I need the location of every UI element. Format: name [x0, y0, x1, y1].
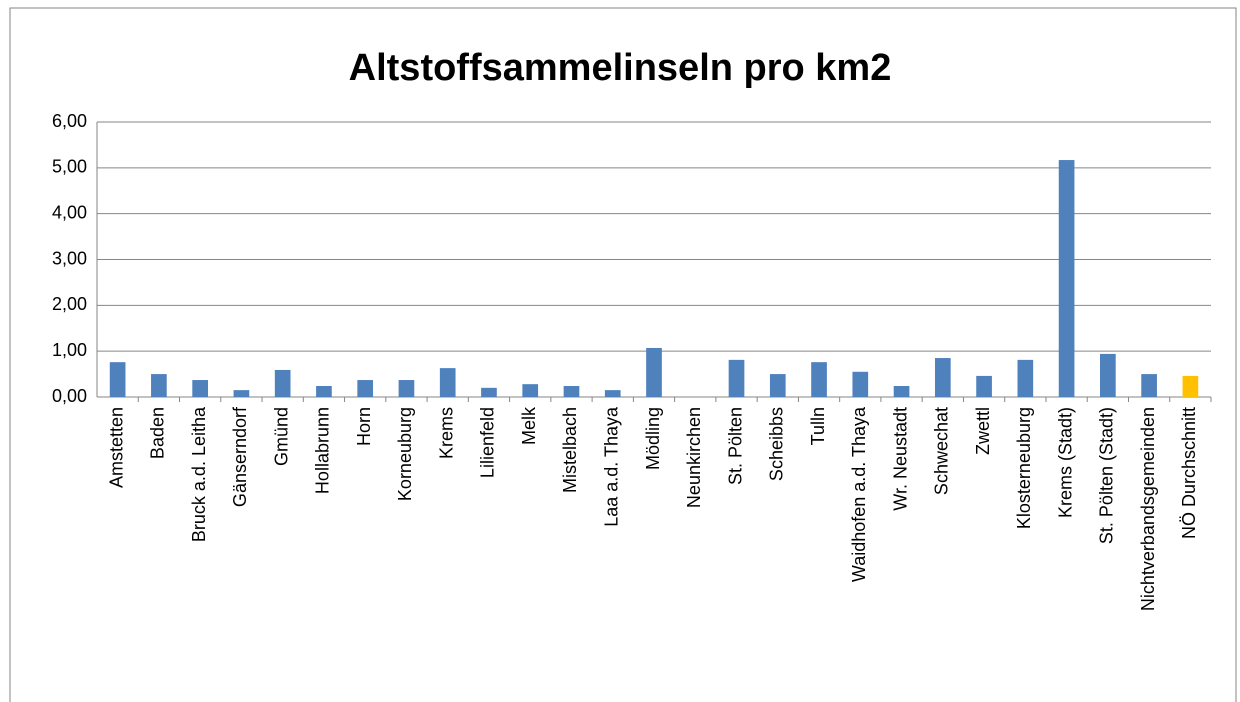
bar: [646, 347, 662, 397]
x-tick-label: Amstetten: [106, 407, 126, 488]
y-tick-label: 0,00: [52, 386, 87, 406]
y-tick-label: 5,00: [52, 157, 87, 177]
chart-frame: [9, 7, 1237, 702]
x-tick-label: Krems: [436, 407, 456, 459]
bar: [852, 371, 869, 397]
x-tick-label: St. Pölten: [725, 407, 745, 485]
x-tick-label: Zwettl: [973, 407, 993, 455]
bar: [439, 368, 456, 397]
bar: [769, 374, 786, 397]
x-tick-label: Lilienfeld: [478, 407, 498, 478]
bar: [192, 380, 208, 397]
bar: [151, 374, 167, 397]
bar: [233, 390, 250, 397]
bar: [893, 386, 910, 397]
x-tick-label: Horn: [354, 407, 374, 446]
bar: [1058, 160, 1075, 397]
bar: [604, 390, 621, 397]
x-tick-label: Korneuburg: [395, 407, 415, 501]
bar: [1182, 375, 1199, 397]
bar: [316, 386, 332, 397]
x-tick-label: Gmünd: [271, 407, 291, 466]
x-tick-label: Scheibbs: [767, 407, 787, 481]
x-tick-label: Mistelbach: [560, 407, 580, 493]
bar: [728, 359, 745, 397]
x-tick-label: Bruck a.d. Leitha: [189, 406, 209, 542]
y-tick-label: 6,00: [52, 111, 87, 131]
x-tick-label: Schwechat: [932, 407, 952, 495]
x-tick-label: Melk: [519, 406, 539, 445]
x-tick-label: Waidhofen a.d. Thaya: [849, 406, 869, 582]
bar: [1017, 359, 1034, 397]
bar: [563, 386, 580, 397]
x-tick-label: Laa a.d. Thaya: [601, 406, 621, 527]
x-tick-label: Mödling: [643, 407, 663, 470]
chart-title: Altstoffsammelinseln pro km2: [349, 47, 892, 89]
x-tick-label: Tulln: [808, 407, 828, 445]
bar: [1100, 353, 1116, 397]
x-tick-label: Hollabrunn: [313, 407, 333, 494]
bar: [811, 362, 827, 397]
bar: [976, 375, 992, 397]
x-tick-label: Neunkirchen: [684, 407, 704, 508]
x-tick-label: NÖ Durchschnitt: [1179, 407, 1199, 539]
y-tick-label: 4,00: [52, 202, 87, 222]
bar: [481, 387, 497, 397]
bar: [934, 358, 951, 397]
y-tick-label: 3,00: [52, 248, 87, 268]
x-tick-label: Wr. Neustadt: [890, 407, 910, 511]
bar: [357, 380, 374, 397]
bar: [522, 384, 539, 397]
x-tick-label: Gänserndorf: [230, 406, 250, 507]
bar: [109, 362, 126, 397]
bar: [274, 369, 291, 397]
bar: [1141, 374, 1157, 397]
x-tick-label: Krems (Stadt): [1055, 407, 1075, 518]
x-tick-label: Nichtverbandsgemeinden: [1138, 407, 1158, 611]
bar: [398, 380, 415, 397]
x-tick-label: Baden: [148, 407, 168, 459]
x-tick-label: Klosterneuburg: [1014, 407, 1034, 529]
y-tick-label: 1,00: [52, 340, 87, 360]
y-tick-label: 2,00: [52, 294, 87, 314]
x-tick-label: St. Pölten (Stadt): [1097, 407, 1117, 544]
